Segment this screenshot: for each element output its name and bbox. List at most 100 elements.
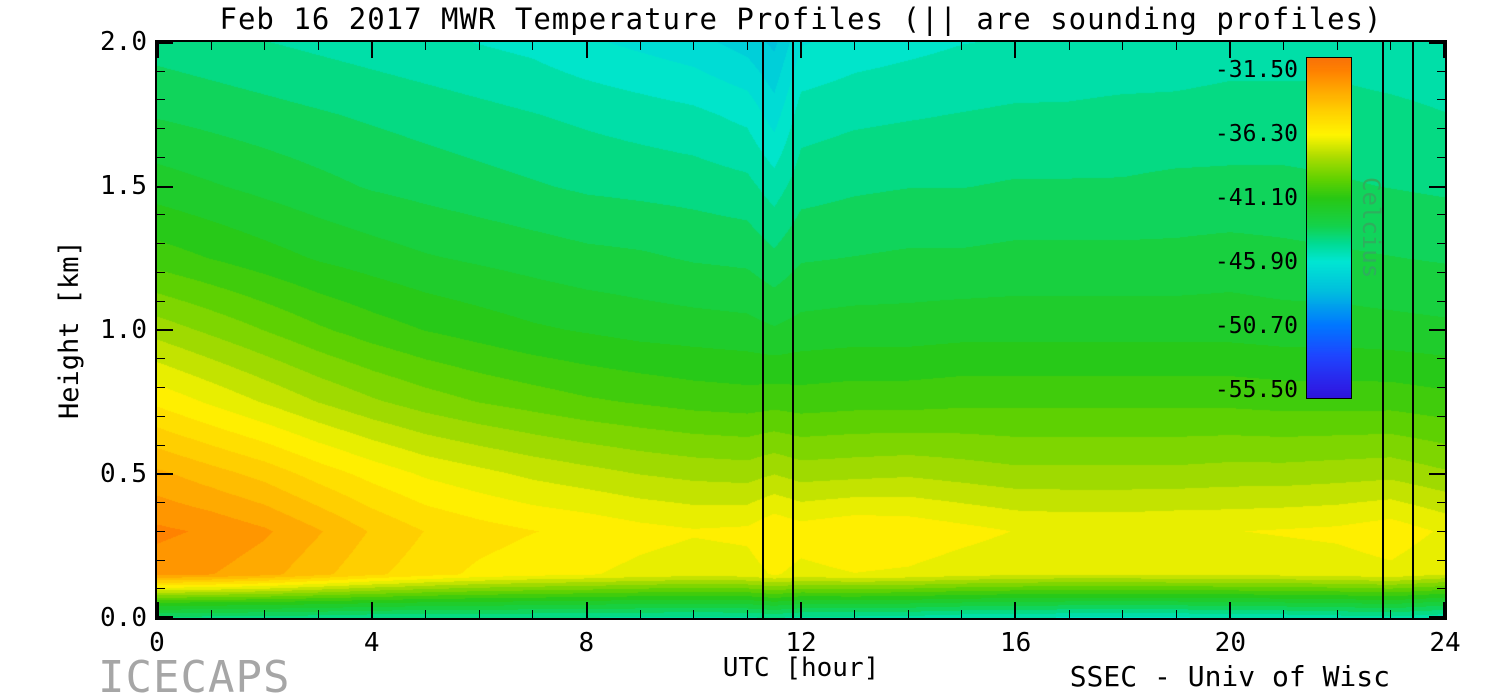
axis-tick	[1437, 416, 1445, 417]
y-tick-label: 1.5	[100, 171, 147, 201]
axis-tick	[211, 42, 212, 50]
axis-tick	[532, 610, 533, 618]
axis-tick	[1176, 610, 1177, 618]
axis-tick	[1437, 243, 1445, 244]
axis-tick	[693, 42, 694, 50]
axis-tick	[1443, 42, 1445, 58]
axis-tick	[1437, 531, 1445, 532]
icecaps-watermark: ICECAPS	[98, 652, 291, 700]
axis-tick	[1229, 602, 1231, 618]
axis-tick	[157, 602, 159, 618]
axis-tick	[157, 99, 165, 100]
colorbar-tick-label: -45.90	[1214, 248, 1298, 275]
axis-tick	[1283, 610, 1284, 618]
axis-tick	[640, 42, 641, 50]
x-tick-label: 20	[1214, 628, 1246, 658]
heatmap-canvas	[157, 42, 1445, 618]
axis-tick	[1014, 42, 1016, 58]
axis-tick	[318, 42, 319, 50]
axis-tick	[1437, 588, 1445, 589]
axis-tick	[1337, 42, 1338, 50]
axis-tick	[157, 42, 159, 58]
axis-tick	[479, 42, 480, 50]
axis-tick	[1429, 186, 1445, 188]
axis-tick	[157, 71, 165, 72]
axis-tick	[157, 588, 165, 589]
axis-tick	[157, 272, 165, 273]
axis-tick	[1122, 610, 1123, 618]
colorbar-tick-label: -36.30	[1214, 121, 1298, 148]
axis-tick	[1069, 42, 1070, 50]
axis-tick	[1437, 272, 1445, 273]
axis-tick	[1390, 42, 1391, 50]
axis-tick	[157, 387, 165, 388]
axis-tick	[479, 610, 480, 618]
colorbar-gradient-canvas	[1307, 58, 1351, 398]
axis-tick	[586, 42, 588, 58]
axis-tick	[157, 243, 165, 244]
axis-tick	[1437, 445, 1445, 446]
axis-tick	[157, 531, 165, 532]
x-axis-label: UTC [hour]	[722, 653, 880, 683]
axis-tick	[1283, 42, 1284, 50]
x-tick-label: 4	[363, 628, 380, 658]
axis-tick	[425, 610, 426, 618]
axis-tick	[1069, 610, 1070, 618]
axis-tick	[157, 560, 165, 561]
axis-tick	[800, 42, 802, 58]
axis-tick	[1176, 42, 1177, 50]
y-tick-label: 0.5	[100, 459, 147, 489]
axis-tick	[1014, 602, 1016, 618]
axis-tick	[1337, 610, 1338, 618]
axis-tick	[157, 473, 173, 475]
x-tick-label: 16	[1000, 628, 1032, 658]
x-tick-label: 0	[149, 628, 165, 658]
axis-tick	[157, 502, 165, 503]
axis-tick	[1429, 473, 1445, 475]
credit-text: SSEC - Univ of Wisc	[1069, 660, 1390, 693]
sounding-profile-line	[1382, 42, 1385, 618]
axis-tick	[961, 42, 962, 50]
y-tick-label: 1.0	[100, 315, 147, 345]
axis-tick	[157, 301, 165, 302]
axis-tick	[425, 42, 426, 50]
x-tick-label: 24	[1429, 628, 1461, 658]
axis-tick	[157, 186, 173, 188]
axis-tick	[1443, 602, 1445, 618]
axis-tick	[1229, 42, 1231, 58]
axis-tick	[157, 616, 173, 618]
axis-tick	[157, 358, 165, 359]
axis-tick	[157, 214, 165, 215]
axis-tick	[264, 42, 265, 50]
axis-tick	[1437, 301, 1445, 302]
colorbar-tick-label: -55.50	[1214, 376, 1298, 403]
axis-tick	[1429, 616, 1445, 618]
axis-tick	[157, 42, 173, 44]
axis-tick	[640, 610, 641, 618]
axis-tick	[1437, 71, 1445, 72]
axis-tick	[1437, 128, 1445, 129]
axis-tick	[693, 610, 694, 618]
axis-tick	[1437, 99, 1445, 100]
axis-tick	[157, 329, 173, 331]
axis-tick	[532, 42, 533, 50]
y-tick-label: 2.0	[100, 27, 147, 57]
axis-tick	[747, 42, 748, 50]
colorbar-tick-label: -50.70	[1214, 312, 1298, 339]
axis-tick	[1437, 502, 1445, 503]
x-tick-label: 12	[785, 628, 817, 658]
axis-tick	[157, 157, 165, 158]
axis-tick	[961, 610, 962, 618]
axis-tick	[211, 610, 212, 618]
axis-tick	[800, 602, 802, 618]
axis-tick	[747, 610, 748, 618]
axis-tick	[1437, 358, 1445, 359]
axis-tick	[1429, 329, 1445, 331]
axis-tick	[1437, 214, 1445, 215]
axis-tick	[1437, 387, 1445, 388]
axis-tick	[586, 602, 588, 618]
axis-tick	[854, 610, 855, 618]
sounding-profile-line	[1411, 42, 1414, 618]
plot-area	[155, 40, 1447, 620]
